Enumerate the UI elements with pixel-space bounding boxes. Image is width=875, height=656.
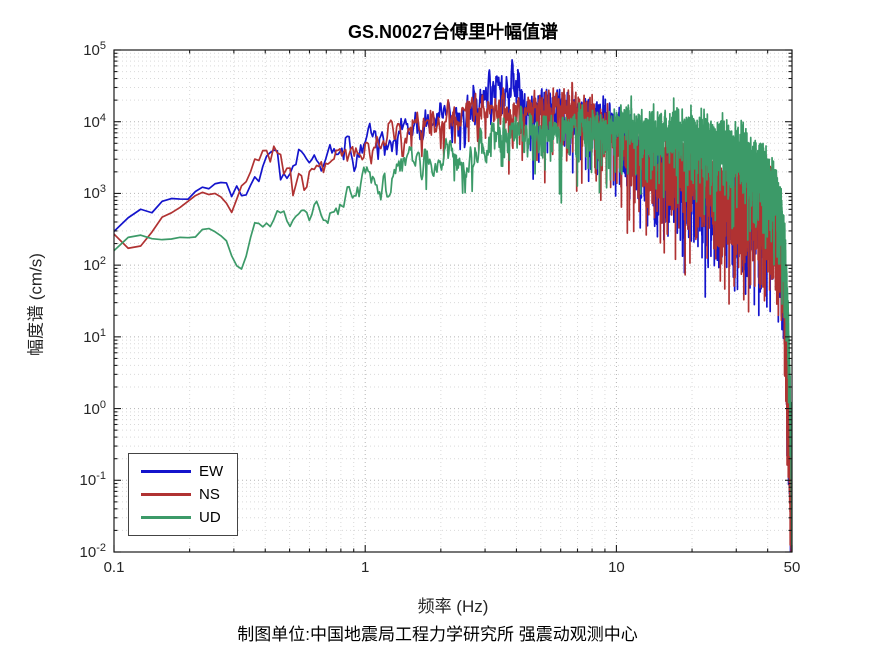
legend-line-swatch — [141, 516, 191, 519]
y-tick-label: 102 — [83, 255, 106, 275]
legend-label: UD — [199, 509, 221, 526]
y-axis-label: 幅度谱 (cm/s) — [26, 253, 46, 356]
chart-title: GS.N0027台傅里叶幅值谱 — [347, 22, 559, 42]
y-tick-label: 10-2 — [79, 542, 106, 561]
caption: 制图单位:中国地震局工程力学研究所 强震动观测中心 — [237, 625, 638, 644]
x-tick-label: 10 — [608, 559, 625, 576]
x-tick-label: 50 — [783, 559, 801, 576]
legend-label: NS — [199, 486, 220, 503]
x-axis-label: 频率 (Hz) — [417, 597, 489, 616]
legend-label: EW — [199, 463, 224, 480]
legend-item-ew: EW — [129, 463, 237, 480]
legend-line-swatch — [141, 493, 191, 496]
legend-line-swatch — [141, 470, 191, 473]
x-tick-label: 0.1 — [103, 559, 125, 576]
y-tick-label: 100 — [83, 398, 106, 418]
y-tick-label: 10-1 — [79, 470, 106, 490]
y-tick-label: 101 — [83, 326, 106, 346]
series-ud — [114, 95, 792, 550]
x-tick-label: 1 — [361, 559, 370, 576]
legend-item-ns: NS — [129, 486, 237, 503]
y-tick-label: 104 — [83, 111, 106, 131]
y-tick-label: 105 — [83, 40, 106, 59]
legend: EW NS UD — [128, 453, 238, 536]
y-tick-label: 103 — [83, 183, 106, 203]
legend-item-ud: UD — [129, 509, 237, 526]
